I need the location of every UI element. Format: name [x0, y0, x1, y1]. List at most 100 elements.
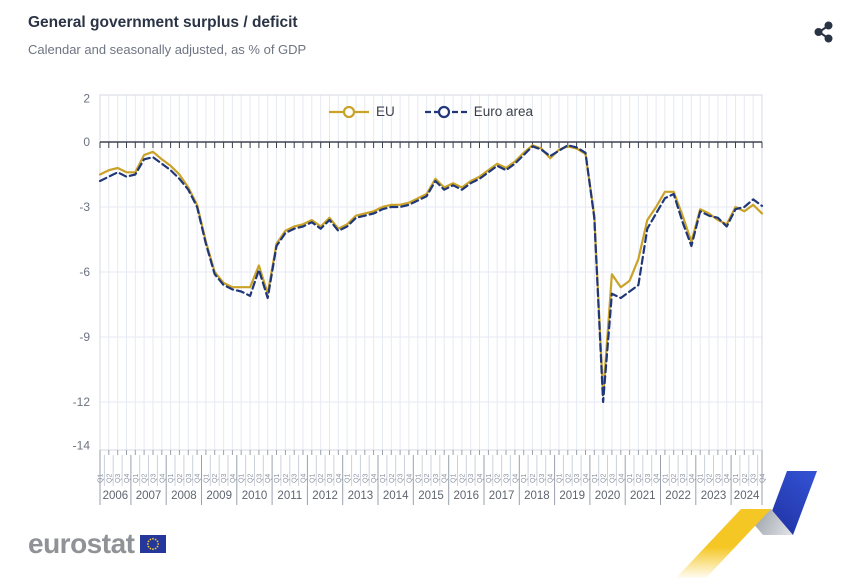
svg-text:2020: 2020 [595, 490, 621, 502]
svg-text:2008: 2008 [171, 490, 197, 502]
svg-text:Q4: Q4 [406, 474, 413, 483]
svg-text:Q4: Q4 [512, 474, 519, 483]
svg-text:Q1: Q1 [662, 474, 669, 483]
svg-text:Q4: Q4 [689, 474, 696, 483]
eu-line-marker-icon [328, 105, 369, 118]
svg-text:Q2: Q2 [459, 474, 466, 483]
svg-text:Q3: Q3 [327, 474, 334, 483]
svg-text:Q3: Q3 [433, 474, 440, 483]
svg-text:Q4: Q4 [477, 474, 484, 483]
svg-text:2013: 2013 [348, 490, 374, 502]
svg-text:Q3: Q3 [645, 474, 652, 483]
svg-text:2019: 2019 [559, 490, 585, 502]
svg-text:Q3: Q3 [680, 474, 687, 483]
chart-subtitle: Calendar and seasonally adjusted, as % o… [28, 42, 307, 57]
svg-text:Q4: Q4 [654, 474, 661, 483]
svg-text:Q1: Q1 [521, 474, 528, 483]
svg-text:Q3: Q3 [398, 474, 405, 483]
svg-text:Q4: Q4 [724, 474, 731, 483]
svg-text:Q2: Q2 [106, 474, 113, 483]
svg-text:2023: 2023 [701, 490, 727, 502]
svg-text:Q3: Q3 [186, 474, 193, 483]
svg-text:Q2: Q2 [424, 474, 431, 483]
svg-text:Q2: Q2 [389, 474, 396, 483]
svg-text:Q2: Q2 [283, 474, 290, 483]
svg-text:Q4: Q4 [230, 474, 237, 483]
svg-text:Q4: Q4 [265, 474, 272, 483]
svg-text:Q3: Q3 [256, 474, 263, 483]
svg-text:Q3: Q3 [151, 474, 158, 483]
svg-text:2006: 2006 [103, 490, 129, 502]
svg-text:Q1: Q1 [309, 474, 316, 483]
svg-text:2022: 2022 [665, 490, 691, 502]
svg-text:Q2: Q2 [742, 474, 749, 483]
svg-text:Q1: Q1 [203, 474, 210, 483]
svg-text:Q2: Q2 [530, 474, 537, 483]
svg-text:Q2: Q2 [318, 474, 325, 483]
svg-text:Q3: Q3 [362, 474, 369, 483]
share-button[interactable] [810, 18, 838, 46]
svg-text:-9: -9 [79, 330, 90, 344]
svg-text:Q3: Q3 [292, 474, 299, 483]
svg-text:Q4: Q4 [548, 474, 555, 483]
chart-legend: EU Euro area [100, 104, 762, 119]
svg-text:Q1: Q1 [239, 474, 246, 483]
svg-text:2017: 2017 [489, 490, 515, 502]
euro-area-line-marker-icon [424, 105, 467, 118]
page-title: General government surplus / deficit [28, 14, 298, 31]
svg-text:Q1: Q1 [415, 474, 422, 483]
svg-text:Q2: Q2 [248, 474, 255, 483]
svg-text:Q2: Q2 [707, 474, 714, 483]
svg-text:Q2: Q2 [601, 474, 608, 483]
svg-text:Q3: Q3 [468, 474, 475, 483]
legend-item-euro-area[interactable]: Euro area [424, 104, 533, 119]
svg-text:Q2: Q2 [354, 474, 361, 483]
svg-text:2014: 2014 [383, 490, 409, 502]
svg-text:Q3: Q3 [715, 474, 722, 483]
svg-text:Q3: Q3 [751, 474, 758, 483]
legend-item-eu[interactable]: EU [328, 104, 395, 119]
svg-text:2007: 2007 [136, 490, 162, 502]
svg-text:Q2: Q2 [636, 474, 643, 483]
eu-flag-icon [140, 535, 167, 553]
svg-text:Q1: Q1 [380, 474, 387, 483]
svg-text:Q3: Q3 [221, 474, 228, 483]
svg-text:Q2: Q2 [671, 474, 678, 483]
svg-text:Q1: Q1 [486, 474, 493, 483]
svg-text:Q3: Q3 [574, 474, 581, 483]
svg-text:Q4: Q4 [336, 474, 343, 483]
svg-text:Q4: Q4 [583, 474, 590, 483]
svg-text:Q1: Q1 [557, 474, 564, 483]
svg-text:Q4: Q4 [371, 474, 378, 483]
svg-text:Q4: Q4 [442, 474, 449, 483]
svg-text:-6: -6 [79, 265, 90, 279]
eurostat-logo[interactable]: eurostat [28, 528, 167, 559]
svg-text:Q2: Q2 [495, 474, 502, 483]
svg-text:Q3: Q3 [115, 474, 122, 483]
svg-text:Q3: Q3 [504, 474, 511, 483]
share-icon [814, 21, 833, 43]
svg-text:2010: 2010 [242, 490, 268, 502]
svg-text:Q2: Q2 [212, 474, 219, 483]
svg-text:Q2: Q2 [142, 474, 149, 483]
svg-text:Q1: Q1 [451, 474, 458, 483]
svg-text:Q4: Q4 [124, 474, 131, 483]
svg-text:2016: 2016 [454, 490, 480, 502]
svg-text:2015: 2015 [418, 490, 444, 502]
svg-text:Q1: Q1 [733, 474, 740, 483]
eurostat-logo-text: eurostat [28, 528, 135, 559]
svg-text:Q2: Q2 [177, 474, 184, 483]
svg-text:Q1: Q1 [133, 474, 140, 483]
svg-text:2012: 2012 [312, 490, 338, 502]
svg-text:Q4: Q4 [618, 474, 625, 483]
svg-text:-12: -12 [73, 395, 91, 409]
svg-text:Q1: Q1 [627, 474, 634, 483]
svg-text:Q4: Q4 [301, 474, 308, 483]
svg-text:Q4: Q4 [760, 474, 767, 483]
svg-text:0: 0 [83, 135, 90, 149]
svg-text:Q2: Q2 [565, 474, 572, 483]
svg-text:Q1: Q1 [98, 474, 105, 483]
svg-text:-3: -3 [79, 200, 90, 214]
